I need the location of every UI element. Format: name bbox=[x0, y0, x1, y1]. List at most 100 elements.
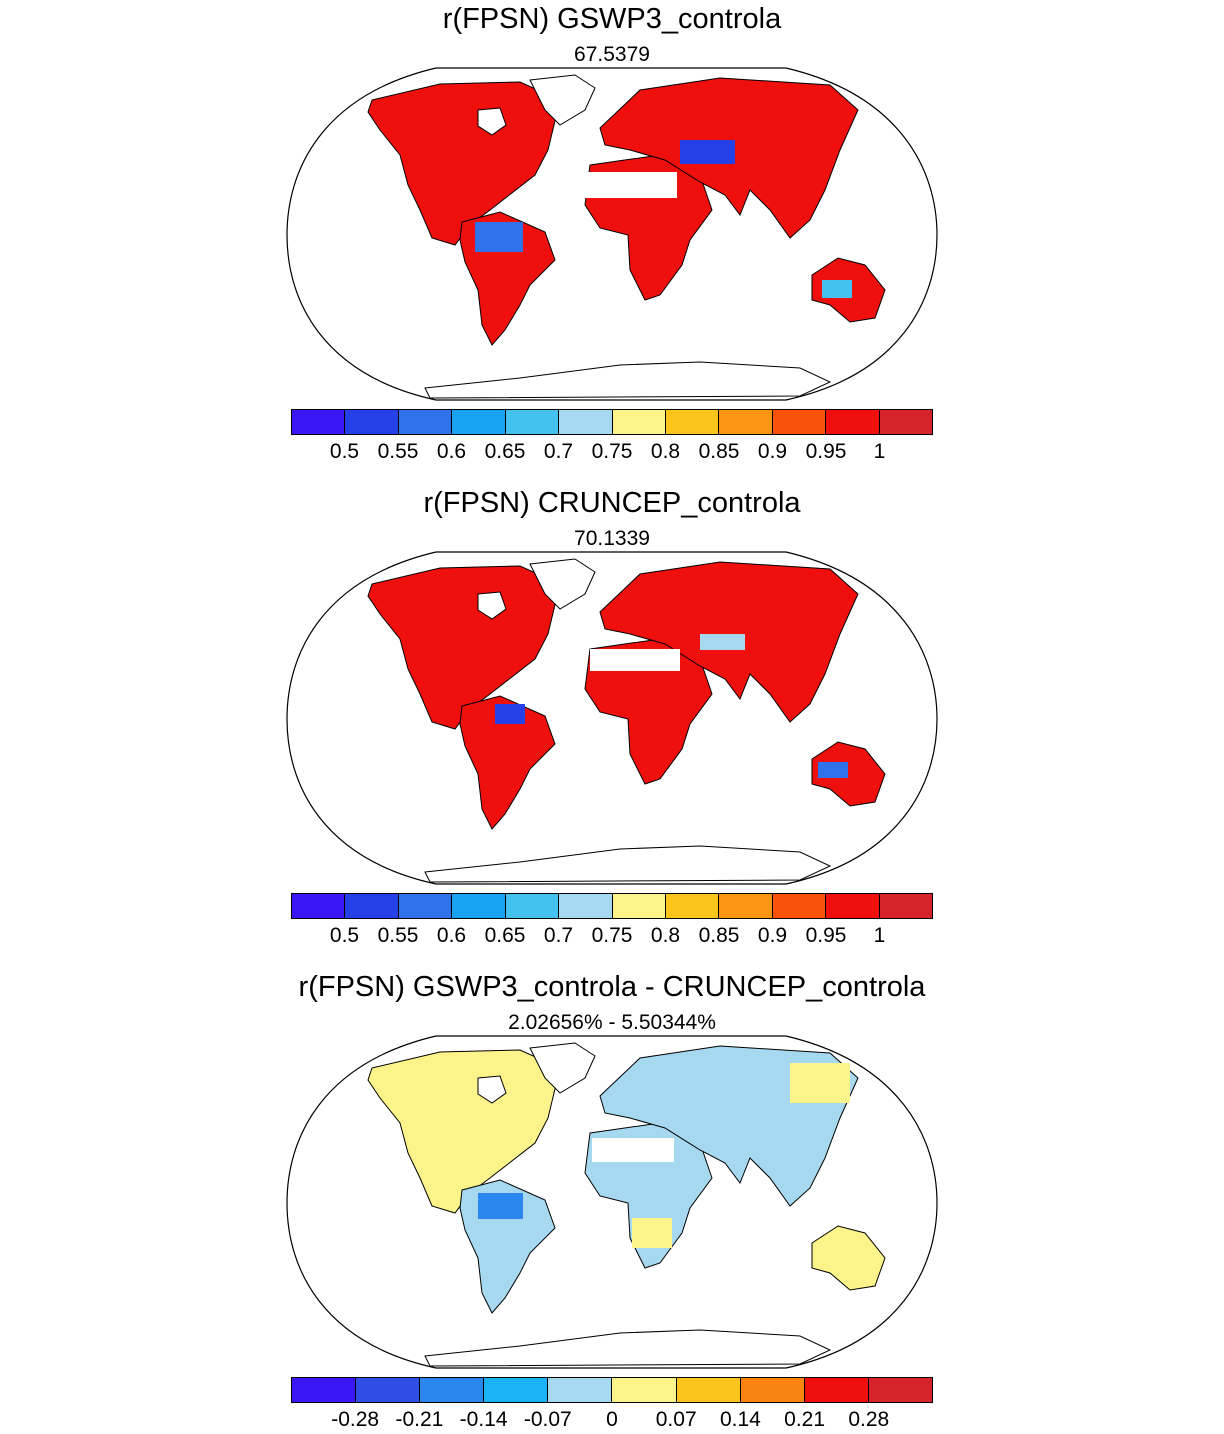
colorbar-tick-label: -0.28 bbox=[331, 1408, 380, 1431]
colorbar-swatch bbox=[612, 410, 666, 434]
eurasia-positive bbox=[790, 1063, 850, 1103]
colorbar-tick-label: 0.21 bbox=[784, 1408, 826, 1431]
colorbar-swatch bbox=[452, 410, 506, 434]
colorbar-swatch bbox=[559, 894, 613, 918]
amazon-low bbox=[495, 704, 525, 724]
colorbar-tick-label: 0.6 bbox=[436, 440, 467, 463]
hudson-bay bbox=[477, 1075, 507, 1104]
colorbar-swatch bbox=[345, 894, 399, 918]
panel-3-title: r(FPSN) GSWP3_controla - CRUNCEP_control… bbox=[298, 971, 926, 1003]
colorbar-swatch bbox=[772, 410, 827, 434]
colorbar-swatch bbox=[398, 894, 453, 918]
panel-3-colorbar bbox=[291, 1377, 933, 1403]
colorbar-swatch bbox=[665, 894, 720, 918]
panel-2-colorbar bbox=[291, 893, 933, 919]
antarctica bbox=[424, 845, 832, 883]
panel-2-world-map bbox=[286, 551, 938, 885]
colorbar-swatch bbox=[505, 894, 560, 918]
colorbar-swatch bbox=[772, 894, 827, 918]
colorbar-tick-label: 0.65 bbox=[484, 440, 526, 463]
colorbar-swatch bbox=[292, 1378, 357, 1402]
colorbar-tick-label: 0.9 bbox=[757, 924, 788, 947]
amazon-low bbox=[475, 222, 523, 252]
colorbar-tick-label: 0.6 bbox=[436, 924, 467, 947]
colorbar-tick-label: 0.75 bbox=[591, 924, 633, 947]
colorbar-swatch bbox=[879, 410, 933, 434]
central-asia-low bbox=[680, 140, 735, 164]
colorbar-tick-label: 0.65 bbox=[484, 924, 526, 947]
colorbar-swatch bbox=[559, 410, 613, 434]
panel-3-colorbar-labels: -0.28 -0.21 -0.14 -0.07 0 0.07 0.14 0.21 0.28 bbox=[291, 1408, 933, 1434]
colorbar-swatch bbox=[879, 894, 933, 918]
land-field bbox=[367, 74, 886, 399]
colorbar-swatch bbox=[719, 410, 773, 434]
land-field bbox=[367, 558, 886, 883]
colorbar-swatch bbox=[505, 410, 560, 434]
colorbar-swatch bbox=[740, 1378, 805, 1402]
colorbar-swatch bbox=[356, 1378, 421, 1402]
panel-3-world-map bbox=[286, 1035, 938, 1369]
colorbar-swatch bbox=[826, 410, 880, 434]
amazon-negative bbox=[478, 1193, 523, 1219]
colorbar-swatch bbox=[612, 894, 666, 918]
hudson-bay bbox=[477, 591, 507, 620]
sahara-gap bbox=[592, 1138, 674, 1162]
colorbar-swatch bbox=[804, 1378, 869, 1402]
colorbar-tick-label: 0.8 bbox=[650, 924, 681, 947]
panel-3-subtitle: 2.02656% - 5.50344% bbox=[508, 1011, 716, 1034]
colorbar-tick-label: 0.8 bbox=[650, 440, 681, 463]
colorbar-tick-label: 0.5 bbox=[329, 924, 360, 947]
colorbar-tick-label: 0 bbox=[606, 1408, 618, 1431]
central-asia-low bbox=[700, 634, 745, 650]
panel-2-title: r(FPSN) CRUNCEP_controla bbox=[423, 487, 801, 519]
colorbar-swatch bbox=[548, 1378, 613, 1402]
colorbar-tick-label: 0.85 bbox=[698, 924, 740, 947]
colorbar-tick-label: 0.75 bbox=[591, 440, 633, 463]
greenland bbox=[529, 558, 596, 610]
colorbar-swatch bbox=[452, 894, 506, 918]
colorbar-swatch bbox=[868, 1378, 932, 1402]
colorbar-swatch bbox=[398, 410, 453, 434]
panel-1-subtitle: 67.5379 bbox=[574, 43, 650, 66]
hudson-bay bbox=[477, 107, 507, 136]
africa-positive bbox=[632, 1218, 672, 1248]
colorbar-tick-label: 0.5 bbox=[329, 440, 360, 463]
australia bbox=[811, 741, 886, 807]
greenland bbox=[529, 1042, 596, 1094]
colorbar-swatch bbox=[665, 410, 720, 434]
colorbar-tick-label: 1 bbox=[873, 924, 886, 947]
colorbar-tick-label: 0.7 bbox=[543, 924, 574, 947]
colorbar-tick-label: 0.55 bbox=[377, 924, 419, 947]
panel-1-world-map bbox=[286, 67, 938, 401]
panel-1-colorbar-labels: 0.5 0.55 0.6 0.65 0.7 0.75 0.8 0.85 0.9 0.95 1 bbox=[291, 440, 933, 466]
colorbar-swatch bbox=[612, 1378, 677, 1402]
south-america bbox=[459, 695, 556, 830]
colorbar-tick-label: 0.9 bbox=[757, 440, 788, 463]
sahara-gap bbox=[590, 649, 680, 671]
sahara-gap bbox=[582, 172, 677, 198]
antarctica bbox=[424, 361, 832, 399]
colorbar-swatch bbox=[676, 1378, 741, 1402]
colorbar-tick-label: -0.07 bbox=[523, 1408, 572, 1431]
colorbar-tick-label: 0.28 bbox=[848, 1408, 890, 1431]
colorbar-tick-label: 0.95 bbox=[805, 924, 847, 947]
colorbar-swatch bbox=[420, 1378, 485, 1402]
colorbar-tick-label: 1 bbox=[873, 440, 886, 463]
colorbar-tick-label: -0.21 bbox=[395, 1408, 444, 1431]
colorbar-tick-label: 0.85 bbox=[698, 440, 740, 463]
colorbar-tick-label: 0.07 bbox=[655, 1408, 697, 1431]
panel-2-subtitle: 70.1339 bbox=[574, 527, 650, 550]
colorbar-tick-label: 0.14 bbox=[719, 1408, 761, 1431]
colorbar-tick-label: -0.14 bbox=[459, 1408, 508, 1431]
colorbar-tick-label: 0.7 bbox=[543, 440, 574, 463]
panel-1-colorbar bbox=[291, 409, 933, 435]
colorbar-swatch bbox=[345, 410, 399, 434]
australia-low bbox=[818, 762, 848, 778]
panel-1-title: r(FPSN) GSWP3_controla bbox=[442, 3, 782, 35]
land-field bbox=[367, 1042, 886, 1367]
colorbar-swatch bbox=[292, 894, 346, 918]
colorbar-swatch bbox=[719, 894, 773, 918]
australia bbox=[811, 1225, 886, 1291]
antarctica bbox=[424, 1329, 832, 1367]
australia-low bbox=[822, 280, 852, 298]
